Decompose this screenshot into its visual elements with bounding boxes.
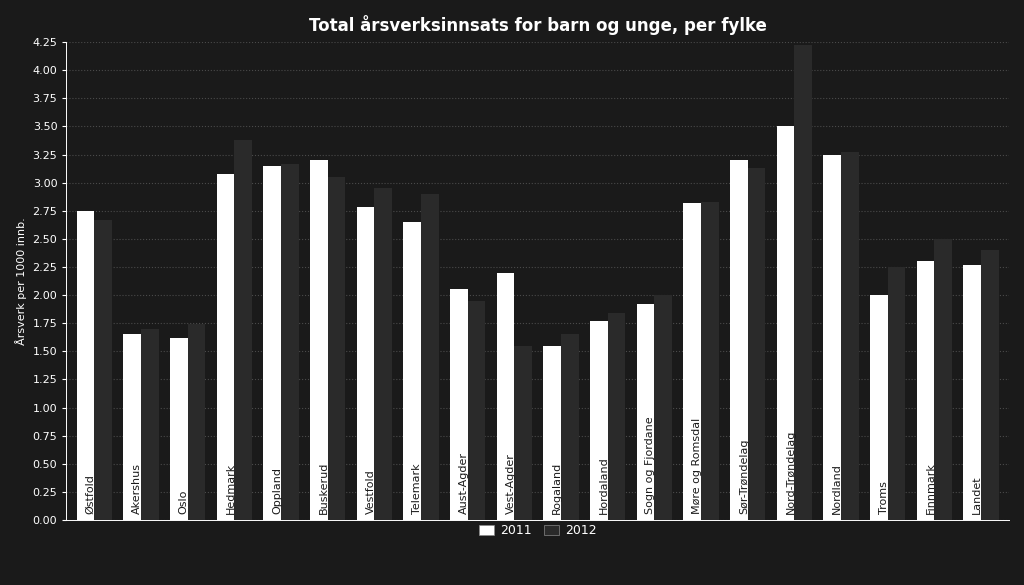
Text: Møre og Romsdal: Møre og Romsdal bbox=[692, 418, 702, 514]
Bar bbox=[607, 313, 626, 520]
Bar bbox=[590, 321, 607, 520]
Bar bbox=[888, 267, 905, 520]
Bar bbox=[654, 295, 672, 520]
Text: Nord-Trøndelag: Nord-Trøndelag bbox=[785, 430, 796, 514]
Bar bbox=[187, 324, 206, 520]
Bar bbox=[637, 304, 654, 520]
Bar bbox=[450, 290, 468, 520]
Bar bbox=[123, 335, 141, 520]
Bar bbox=[77, 211, 94, 520]
Bar bbox=[263, 166, 281, 520]
Text: Oslo: Oslo bbox=[179, 490, 188, 514]
Text: Telemark: Telemark bbox=[412, 464, 422, 514]
Bar bbox=[468, 301, 485, 520]
Bar bbox=[356, 208, 375, 520]
Bar bbox=[841, 152, 859, 520]
Bar bbox=[776, 126, 795, 520]
Text: Finnmark: Finnmark bbox=[926, 463, 936, 514]
Bar bbox=[141, 329, 159, 520]
Legend: 2011, 2012: 2011, 2012 bbox=[473, 519, 602, 542]
Bar bbox=[421, 194, 438, 520]
Text: Hordaland: Hordaland bbox=[599, 457, 609, 514]
Bar bbox=[683, 203, 701, 520]
Bar bbox=[748, 168, 765, 520]
Text: Aust-Agder: Aust-Agder bbox=[459, 452, 469, 514]
Bar bbox=[281, 164, 299, 520]
Text: Akershus: Akershus bbox=[132, 463, 142, 514]
Text: Hedmark: Hedmark bbox=[225, 463, 236, 514]
Bar bbox=[870, 295, 888, 520]
Bar bbox=[795, 46, 812, 520]
Bar bbox=[916, 261, 934, 520]
Text: Vest-Agder: Vest-Agder bbox=[506, 453, 515, 514]
Y-axis label: Årsverk per 1000 innb.: Årsverk per 1000 innb. bbox=[15, 217, 27, 345]
Text: Sør-Trøndelag: Sør-Trøndelag bbox=[738, 439, 749, 514]
Text: Landet: Landet bbox=[972, 476, 982, 514]
Bar bbox=[934, 239, 952, 520]
Bar bbox=[497, 273, 514, 520]
Bar bbox=[94, 220, 112, 520]
Bar bbox=[544, 346, 561, 520]
Title: Total årsverksinnsats for barn og unge, per fylke: Total årsverksinnsats for barn og unge, … bbox=[309, 15, 767, 35]
Bar bbox=[328, 177, 345, 520]
Bar bbox=[730, 160, 748, 520]
Bar bbox=[234, 140, 252, 520]
Bar bbox=[170, 338, 187, 520]
Text: Troms: Troms bbox=[879, 481, 889, 514]
Text: Oppland: Oppland bbox=[272, 467, 283, 514]
Text: Rogaland: Rogaland bbox=[552, 462, 562, 514]
Text: Vestfold: Vestfold bbox=[366, 470, 376, 514]
Text: Østfold: Østfold bbox=[85, 474, 95, 514]
Bar bbox=[701, 202, 719, 520]
Bar bbox=[375, 188, 392, 520]
Bar bbox=[217, 174, 234, 520]
Bar bbox=[981, 250, 998, 520]
Bar bbox=[514, 346, 532, 520]
Text: Nordland: Nordland bbox=[833, 463, 842, 514]
Bar bbox=[561, 335, 579, 520]
Text: Buskerud: Buskerud bbox=[318, 462, 329, 514]
Bar bbox=[964, 265, 981, 520]
Bar bbox=[310, 160, 328, 520]
Bar bbox=[823, 154, 841, 520]
Text: Sogn og Fjordane: Sogn og Fjordane bbox=[645, 417, 655, 514]
Bar bbox=[403, 222, 421, 520]
